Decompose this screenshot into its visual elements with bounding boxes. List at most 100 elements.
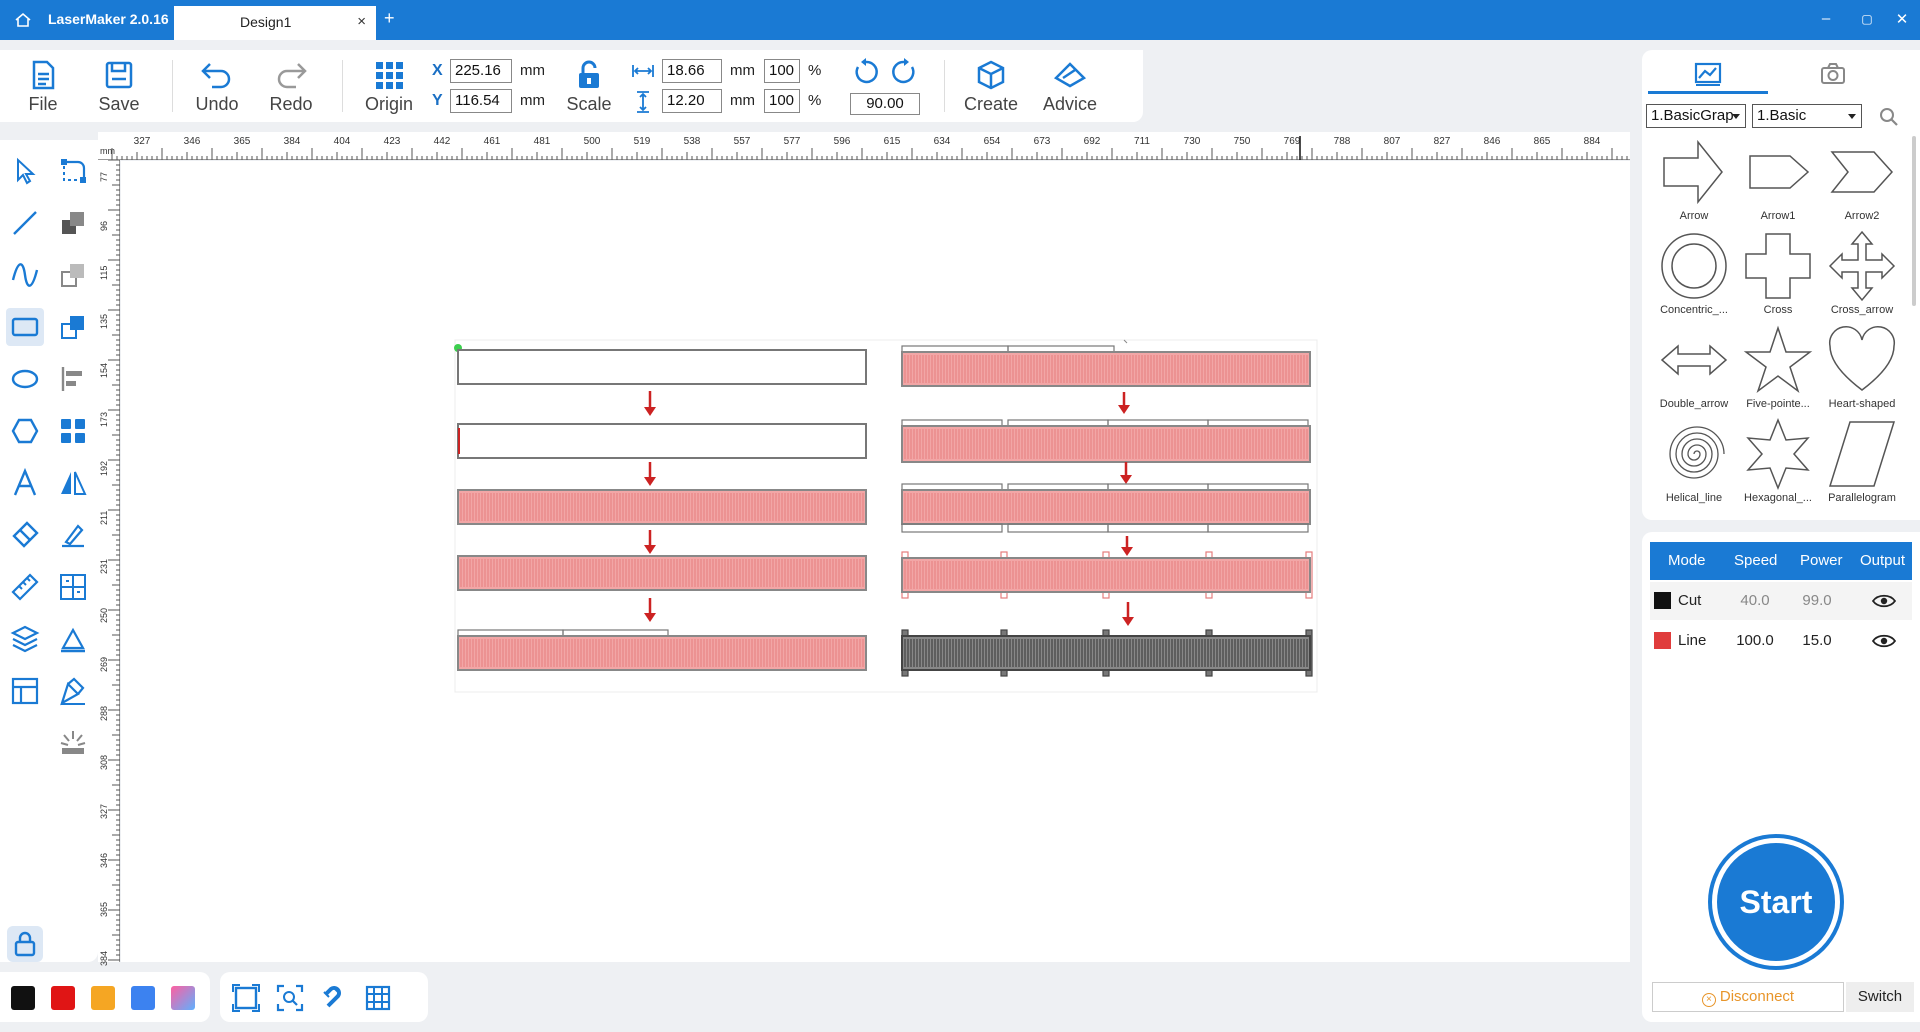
add-tab-icon[interactable]: + — [384, 8, 395, 28]
layer-speed[interactable]: 40.0 — [1740, 592, 1770, 609]
text-tool-icon[interactable] — [10, 468, 40, 498]
shape-item[interactable]: Arrow2 — [1820, 136, 1904, 228]
x-position-input[interactable]: 225.16 — [450, 59, 512, 83]
tab-shapes[interactable] — [1648, 58, 1768, 94]
union-icon[interactable] — [58, 208, 88, 238]
shape-item[interactable]: Heart-shaped — [1820, 324, 1904, 416]
width-percent-input[interactable]: 100 — [764, 59, 800, 83]
shape-item[interactable]: Hexagonal_... — [1736, 418, 1820, 510]
align-left-icon[interactable] — [58, 364, 88, 394]
laser-effect-icon[interactable] — [58, 728, 88, 758]
eye-icon[interactable] — [1872, 593, 1896, 609]
tab-close-icon[interactable]: × — [357, 13, 366, 30]
create-button[interactable]: Create — [956, 60, 1026, 120]
polygon-tool-icon[interactable] — [10, 416, 40, 446]
shape-item[interactable]: Cross_arrow — [1820, 230, 1904, 322]
shape-item[interactable]: Arrow1 — [1736, 136, 1820, 228]
strip-engraved-5[interactable] — [457, 635, 867, 671]
layer-color-swatch[interactable] — [1654, 632, 1671, 649]
subtract-icon[interactable] — [58, 260, 88, 290]
shape-item[interactable]: Cross — [1736, 230, 1820, 322]
strip-engraved-4[interactable] — [457, 555, 867, 591]
save-button[interactable]: Save — [84, 60, 154, 120]
layer-color-swatch[interactable] — [1654, 592, 1671, 609]
origin-button[interactable]: Origin — [354, 60, 424, 120]
layer-mode[interactable]: Cut — [1678, 592, 1702, 609]
tab-design1[interactable]: Design1 × — [174, 6, 376, 40]
ellipse-tool-icon[interactable] — [10, 364, 40, 394]
trace-icon[interactable] — [58, 520, 88, 550]
color-orange[interactable] — [91, 986, 115, 1010]
eye-icon[interactable] — [1872, 633, 1896, 649]
y-position-input[interactable]: 116.54 — [450, 89, 512, 113]
layer-speed[interactable]: 100.0 — [1736, 632, 1774, 649]
undo-button[interactable]: Undo — [182, 60, 252, 120]
rotate-right-icon[interactable] — [890, 58, 918, 86]
lock-button[interactable] — [7, 926, 43, 962]
array-icon[interactable] — [58, 416, 88, 446]
shape-item[interactable]: Five-pointe... — [1736, 324, 1820, 416]
template-tool-icon[interactable] — [10, 676, 40, 706]
shape-item[interactable]: Arrow — [1652, 136, 1736, 228]
rectangle-tool-icon[interactable] — [10, 312, 40, 342]
file-button[interactable]: File — [8, 60, 78, 120]
strip-cut-r5[interactable] — [901, 635, 1311, 671]
shape-category-select[interactable]: 1.BasicGrap — [1646, 104, 1746, 128]
redo-button[interactable]: Redo — [256, 60, 326, 120]
strip-engraved-3[interactable] — [457, 489, 867, 525]
home-icon[interactable] — [14, 11, 32, 29]
color-black[interactable] — [11, 986, 35, 1010]
rotate-left-icon[interactable] — [852, 58, 880, 86]
fill-tool-icon[interactable] — [58, 624, 88, 654]
strip-engraved-r3[interactable] — [901, 489, 1311, 525]
advice-button[interactable]: Advice — [1034, 60, 1106, 120]
layer-power[interactable]: 99.0 — [1802, 592, 1832, 609]
layer-mode[interactable]: Line — [1678, 632, 1707, 649]
intersect-icon[interactable] — [58, 312, 88, 342]
fit-selection-icon[interactable] — [276, 984, 304, 1012]
start-button[interactable]: Start — [1712, 838, 1840, 966]
rotation-input[interactable]: 90.00 — [850, 93, 920, 115]
canvas-drawing[interactable] — [121, 161, 1630, 962]
measure-tool-icon[interactable] — [10, 572, 40, 602]
grid-array-icon[interactable] — [58, 572, 88, 602]
shape-item[interactable]: Parallelogram — [1820, 418, 1904, 510]
strip-outline-1[interactable] — [457, 349, 867, 385]
eraser-tool-icon[interactable] — [10, 520, 40, 550]
fit-page-icon[interactable] — [232, 984, 260, 1012]
color-red[interactable] — [51, 986, 75, 1010]
search-icon[interactable] — [1878, 106, 1900, 128]
strip-outline-2[interactable] — [457, 423, 867, 459]
strip-engraved-r1[interactable] — [901, 351, 1311, 387]
strip-engraved-r2[interactable] — [901, 425, 1311, 463]
strip-engraved-r4[interactable] — [901, 557, 1311, 593]
layer-row[interactable]: Line 100.0 15.0 — [1650, 622, 1912, 660]
design-canvas[interactable] — [121, 161, 1630, 962]
color-blue[interactable] — [131, 986, 155, 1010]
layers-tool-icon[interactable] — [10, 624, 40, 654]
node-edit-icon[interactable] — [58, 156, 88, 186]
maximize-button[interactable]: ▢ — [1861, 12, 1873, 26]
line-tool-icon[interactable] — [10, 208, 40, 238]
layer-row[interactable]: Cut 40.0 99.0 — [1650, 582, 1912, 620]
height-percent-input[interactable]: 100 — [764, 89, 800, 113]
color-gradient[interactable] — [171, 986, 195, 1010]
minimize-button[interactable]: – — [1821, 10, 1831, 27]
close-window-button[interactable]: ✕ — [1895, 11, 1909, 28]
shape-item[interactable]: Helical_line — [1652, 418, 1736, 510]
layer-power[interactable]: 15.0 — [1802, 632, 1832, 649]
snap-magnet-icon[interactable] — [320, 984, 348, 1012]
disconnect-button[interactable]: × Disconnect — [1652, 982, 1844, 1012]
height-input[interactable]: 12.20 — [662, 89, 722, 113]
width-input[interactable]: 18.66 — [662, 59, 722, 83]
shape-list-scrollbar[interactable] — [1912, 136, 1916, 306]
shape-item[interactable]: Concentric_... — [1652, 230, 1736, 322]
shape-subcategory-select[interactable]: 1.Basic — [1752, 104, 1862, 128]
select-tool-icon[interactable] — [10, 156, 40, 186]
scale-lock-button[interactable]: Scale — [554, 60, 624, 120]
grid-toggle-icon[interactable] — [364, 984, 392, 1012]
tab-camera[interactable] — [1772, 58, 1892, 94]
curve-tool-icon[interactable] — [10, 260, 40, 290]
mirror-icon[interactable] — [58, 468, 88, 498]
switch-button[interactable]: Switch — [1846, 982, 1914, 1012]
